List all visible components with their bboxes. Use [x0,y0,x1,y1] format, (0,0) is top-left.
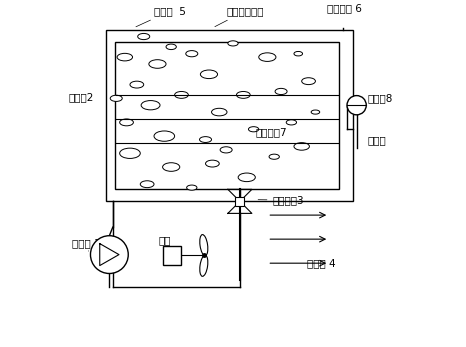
Text: 节流装置3: 节流装置3 [258,195,304,205]
Ellipse shape [163,163,180,171]
Ellipse shape [154,131,175,141]
Ellipse shape [141,101,160,110]
Ellipse shape [275,88,287,95]
Ellipse shape [206,160,219,167]
Ellipse shape [187,185,197,190]
Text: 混水阀8: 混水阀8 [368,93,393,103]
Ellipse shape [175,92,188,98]
Text: 保温箱  5: 保温箱 5 [136,6,186,27]
Text: 充填相变材料: 充填相变材料 [215,6,264,27]
Text: 热水出口7: 热水出口7 [255,127,287,137]
Ellipse shape [302,78,315,85]
Ellipse shape [286,120,296,125]
Ellipse shape [120,119,133,126]
Ellipse shape [120,148,140,159]
Text: 压缩机 1: 压缩机 1 [72,238,100,251]
Ellipse shape [294,143,309,150]
Ellipse shape [117,53,132,61]
Ellipse shape [236,92,250,98]
Bar [235,197,244,206]
Ellipse shape [238,173,255,181]
Ellipse shape [259,53,276,61]
Ellipse shape [137,33,150,40]
Ellipse shape [200,235,208,256]
Bar [106,29,353,201]
Text: 蒸发器 4: 蒸发器 4 [307,258,336,268]
Ellipse shape [149,60,166,68]
Ellipse shape [200,70,218,78]
Text: 冷水入口 6: 冷水入口 6 [328,3,363,14]
Ellipse shape [110,95,122,101]
Ellipse shape [130,81,144,88]
Text: 风机: 风机 [158,235,171,245]
Ellipse shape [212,108,227,116]
Ellipse shape [220,147,232,153]
Bar [115,42,339,189]
Ellipse shape [200,255,208,276]
Ellipse shape [140,181,154,188]
Bar [163,246,181,265]
Text: 至用户: 至用户 [368,135,386,145]
Circle shape [347,95,366,115]
Ellipse shape [186,51,198,57]
Ellipse shape [166,44,176,50]
Ellipse shape [199,137,212,143]
Ellipse shape [228,41,238,46]
Text: 冷凝器2: 冷凝器2 [68,92,94,102]
Ellipse shape [248,127,259,132]
Circle shape [90,236,128,273]
Ellipse shape [269,154,279,159]
Ellipse shape [311,110,320,114]
Ellipse shape [294,51,302,56]
